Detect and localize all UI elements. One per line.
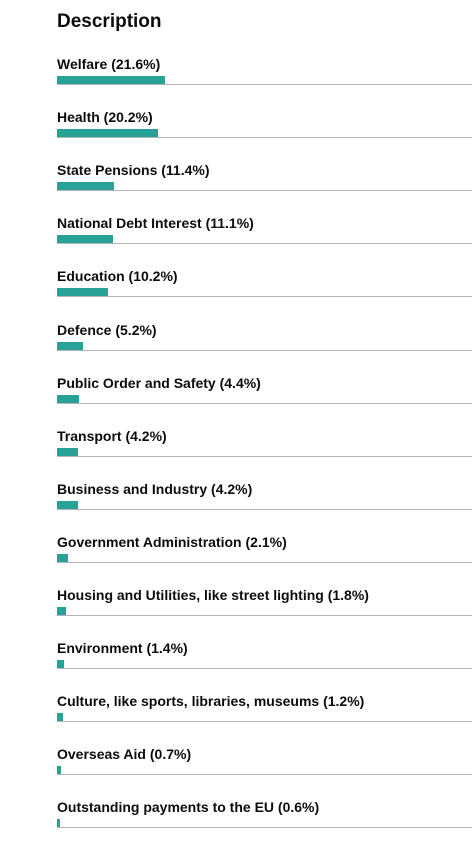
row-divider (57, 827, 472, 828)
bar-label: Business and Industry (4.2%) (57, 481, 253, 497)
bar-label: Public Order and Safety (4.4%) (57, 375, 261, 391)
row-divider (57, 456, 472, 457)
bar-label: Overseas Aid (0.7%) (57, 746, 192, 762)
bar-label: Welfare (21.6%) (57, 56, 161, 72)
chart-row: Government Administration (2.1%) (57, 533, 472, 586)
bar-label: Education (10.2%) (57, 268, 178, 284)
bar-label: Government Administration (2.1%) (57, 534, 287, 550)
bar (57, 288, 108, 296)
bar (57, 819, 60, 827)
row-divider (57, 668, 472, 669)
bar (57, 342, 83, 350)
row-divider (57, 190, 472, 191)
bar (57, 554, 68, 562)
chart-row: Environment (1.4%) (57, 639, 472, 692)
bar (57, 76, 165, 84)
chart-row: Overseas Aid (0.7%) (57, 745, 472, 798)
row-divider (57, 774, 472, 775)
row-divider (57, 84, 472, 85)
chart-row: Culture, like sports, libraries, museums… (57, 692, 472, 745)
chart-row: Defence (5.2%) (57, 321, 472, 374)
row-divider (57, 243, 472, 244)
row-divider (57, 403, 472, 404)
bar-label: Defence (5.2%) (57, 322, 157, 338)
bar (57, 235, 113, 243)
row-divider (57, 615, 472, 616)
chart-row: Housing and Utilities, like street light… (57, 586, 472, 639)
chart-row: Transport (4.2%) (57, 427, 472, 480)
chart-row: National Debt Interest (11.1%) (57, 214, 472, 267)
row-divider (57, 137, 472, 138)
row-divider (57, 721, 472, 722)
bar (57, 182, 114, 190)
row-divider (57, 350, 472, 351)
page-heading: Description (57, 11, 162, 32)
bar-label: Outstanding payments to the EU (0.6%) (57, 799, 320, 815)
chart-row: Public Order and Safety (4.4%) (57, 374, 472, 427)
bar-label: Environment (1.4%) (57, 640, 188, 656)
row-divider (57, 562, 472, 563)
row-divider (57, 296, 472, 297)
bar-label: National Debt Interest (11.1%) (57, 215, 254, 231)
bar (57, 501, 78, 509)
bar (57, 448, 78, 456)
bar-label: Culture, like sports, libraries, museums… (57, 693, 365, 709)
chart-row: Outstanding payments to the EU (0.6%) (57, 798, 472, 851)
chart-row: Welfare (21.6%) (57, 55, 472, 108)
bar (57, 129, 158, 137)
bar (57, 766, 61, 774)
bar (57, 607, 66, 615)
bar-label: State Pensions (11.4%) (57, 162, 210, 178)
bar-label: Health (20.2%) (57, 109, 153, 125)
row-divider (57, 509, 472, 510)
chart-row: Business and Industry (4.2%) (57, 480, 472, 533)
bar (57, 713, 63, 721)
bar (57, 660, 64, 668)
chart-row: Health (20.2%) (57, 108, 472, 161)
chart-row: Education (10.2%) (57, 267, 472, 320)
chart-row: State Pensions (11.4%) (57, 161, 472, 214)
bar (57, 395, 79, 403)
bar-label: Transport (4.2%) (57, 428, 167, 444)
bar-label: Housing and Utilities, like street light… (57, 587, 369, 603)
